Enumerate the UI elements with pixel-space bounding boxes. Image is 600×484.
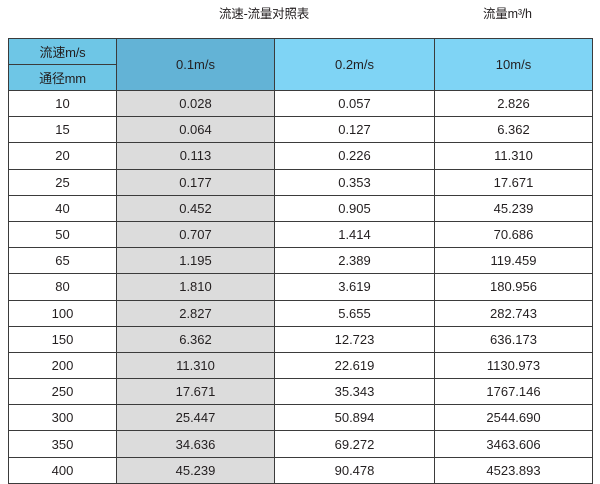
cell-flow-0: 25.447 [116, 404, 275, 432]
stub-header-diameter: 通径mm [8, 64, 117, 91]
table-row: 300 25.447 50.894 2544.690 [8, 404, 593, 432]
cell-flow-2: 180.956 [434, 273, 593, 301]
table-body: 10 0.028 0.057 2.826 15 0.064 0.127 6.36… [8, 89, 593, 484]
table-row: 150 6.362 12.723 636.173 [8, 325, 593, 353]
cell-diameter: 100 [8, 299, 117, 327]
cell-diameter: 50 [8, 220, 117, 249]
cell-diameter: 80 [8, 273, 117, 301]
cell-flow-2: 4523.893 [434, 456, 593, 484]
header-row-top: 流速m/s 0.1m/s 0.2m/s 10m/s [8, 38, 593, 91]
cell-flow-2: 11.310 [434, 142, 593, 170]
cell-flow-1: 0.353 [274, 168, 435, 196]
cell-flow-1: 1.414 [274, 220, 435, 249]
flow-rate-table: 流速m/s 0.1m/s 0.2m/s 10m/s 通径mm 10 0.028 … [8, 38, 593, 484]
cell-flow-2: 2.826 [434, 89, 593, 118]
table-row: 25 0.177 0.353 17.671 [8, 168, 593, 196]
cell-flow-0: 0.177 [116, 168, 275, 196]
table-row: 20 0.113 0.226 11.310 [8, 142, 593, 170]
cell-flow-2: 2544.690 [434, 404, 593, 432]
cell-flow-1: 35.343 [274, 378, 435, 406]
cell-flow-0: 1.195 [116, 247, 275, 275]
stub-header-velocity: 流速m/s [8, 38, 117, 65]
column-header-0: 0.1m/s [116, 38, 275, 91]
table-row: 15 0.064 0.127 6.362 [8, 116, 593, 144]
table-row: 200 11.310 22.619 1130.973 [8, 351, 593, 380]
column-header-1: 0.2m/s [274, 38, 435, 91]
table-row: 40 0.452 0.905 45.239 [8, 194, 593, 222]
cell-flow-1: 12.723 [274, 325, 435, 353]
cell-flow-2: 3463.606 [434, 430, 593, 458]
cell-flow-0: 34.636 [116, 430, 275, 458]
cell-flow-1: 90.478 [274, 456, 435, 484]
cell-flow-1: 0.057 [274, 89, 435, 118]
cell-flow-1: 5.655 [274, 299, 435, 327]
table-row: 100 2.827 5.655 282.743 [8, 299, 593, 327]
cell-flow-0: 6.362 [116, 325, 275, 353]
cell-diameter: 40 [8, 194, 117, 222]
table-row: 50 0.707 1.414 70.686 [8, 220, 593, 249]
cell-flow-2: 6.362 [434, 116, 593, 144]
table-header: 流速m/s 0.1m/s 0.2m/s 10m/s 通径mm [8, 38, 593, 91]
cell-flow-2: 45.239 [434, 194, 593, 222]
cell-diameter: 150 [8, 325, 117, 353]
cell-diameter: 15 [8, 116, 117, 144]
cell-diameter: 25 [8, 168, 117, 196]
cell-diameter: 350 [8, 430, 117, 458]
flow-unit-label: 流量m³/h [483, 7, 532, 21]
cell-flow-2: 636.173 [434, 325, 593, 353]
column-header-2: 10m/s [434, 38, 593, 91]
cell-flow-1: 0.127 [274, 116, 435, 144]
cell-flow-1: 50.894 [274, 404, 435, 432]
flow-table-wrapper: 流速m/s 0.1m/s 0.2m/s 10m/s 通径mm 10 0.028 … [8, 38, 593, 484]
cell-flow-2: 119.459 [434, 247, 593, 275]
table-row: 400 45.239 90.478 4523.893 [8, 456, 593, 484]
cell-flow-1: 0.905 [274, 194, 435, 222]
cell-flow-0: 0.028 [116, 89, 275, 118]
table-row: 10 0.028 0.057 2.826 [8, 89, 593, 118]
cell-flow-2: 17.671 [434, 168, 593, 196]
cell-flow-2: 282.743 [434, 299, 593, 327]
cell-diameter: 300 [8, 404, 117, 432]
cell-flow-0: 0.707 [116, 220, 275, 249]
cell-flow-1: 69.272 [274, 430, 435, 458]
table-row: 350 34.636 69.272 3463.606 [8, 430, 593, 458]
cell-flow-0: 1.810 [116, 273, 275, 301]
cell-flow-0: 0.113 [116, 142, 275, 170]
header-row-bottom: 通径mm [8, 64, 593, 91]
cell-diameter: 20 [8, 142, 117, 170]
cell-diameter: 65 [8, 247, 117, 275]
cell-flow-1: 2.389 [274, 247, 435, 275]
cell-diameter: 400 [8, 456, 117, 484]
cell-flow-1: 3.619 [274, 273, 435, 301]
table-row: 65 1.195 2.389 119.459 [8, 247, 593, 275]
cell-diameter: 10 [8, 89, 117, 118]
cell-flow-0: 17.671 [116, 378, 275, 406]
cell-flow-2: 1130.973 [434, 351, 593, 380]
cell-flow-0: 0.064 [116, 116, 275, 144]
cell-diameter: 250 [8, 378, 117, 406]
table-row: 80 1.810 3.619 180.956 [8, 273, 593, 301]
cell-flow-1: 0.226 [274, 142, 435, 170]
cell-flow-1: 22.619 [274, 351, 435, 380]
cell-flow-0: 2.827 [116, 299, 275, 327]
cell-flow-0: 0.452 [116, 194, 275, 222]
table-row: 250 17.671 35.343 1767.146 [8, 378, 593, 406]
cell-diameter: 200 [8, 351, 117, 380]
cell-flow-0: 45.239 [116, 456, 275, 484]
cell-flow-2: 70.686 [434, 220, 593, 249]
cell-flow-2: 1767.146 [434, 378, 593, 406]
cell-flow-0: 11.310 [116, 351, 275, 380]
page-title: 流速-流量对照表 [219, 7, 310, 21]
caption-strip: 流速-流量对照表 流量m³/h [0, 5, 600, 27]
flow-rate-reference-page: 流速-流量对照表 流量m³/h 流速m/s 0.1m/s 0.2m/s 10m/… [0, 5, 600, 484]
